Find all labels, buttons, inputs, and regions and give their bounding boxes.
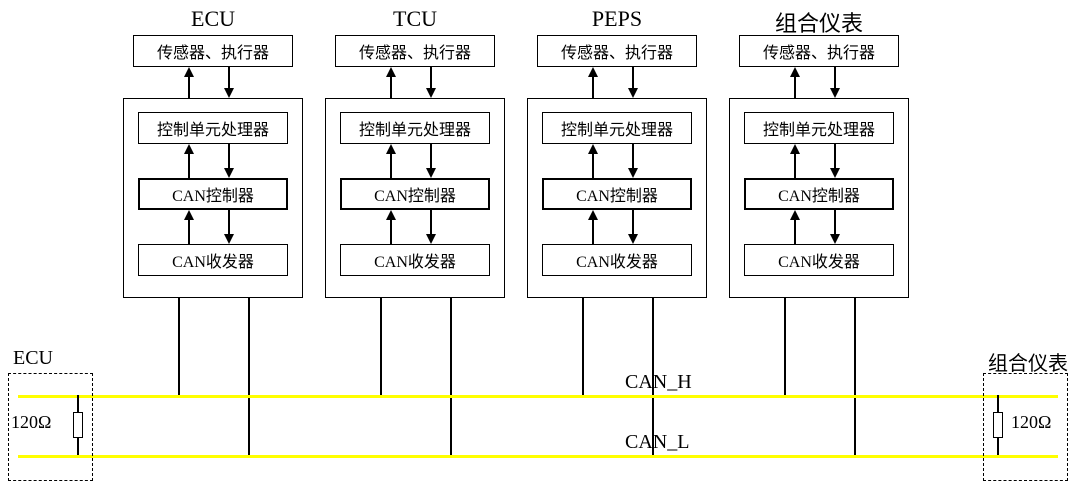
arrow-head-up-icon	[790, 210, 800, 220]
drop-line-h-peps	[582, 298, 584, 397]
arrow-line	[834, 210, 836, 236]
arrow-line	[188, 152, 190, 178]
resistor-value-left: 120Ω	[11, 412, 51, 433]
node-title-tcu: TCU	[335, 6, 495, 32]
arrow-head-up-icon	[184, 144, 194, 154]
arrow-head-up-icon	[386, 210, 396, 220]
arrow-line	[390, 218, 392, 244]
drop-line-l-cluster	[854, 298, 856, 457]
node-title-cluster: 组合仪表	[739, 6, 899, 38]
arrow-line	[390, 152, 392, 178]
drop-line-h-cluster	[784, 298, 786, 397]
arrow-line	[834, 144, 836, 170]
arrow-head-down-icon	[426, 168, 436, 178]
arrow-head-up-icon	[588, 144, 598, 154]
terminator-label-left: ECU	[13, 347, 53, 370]
transceiver-box-tcu: CAN收发器	[340, 244, 490, 276]
can-h-label: CAN_H	[625, 371, 692, 394]
arrow-line	[794, 218, 796, 244]
can-bus-diagram: ECU传感器、执行器控制单元处理器CAN控制器CAN收发器TCU传感器、执行器控…	[0, 0, 1077, 500]
arrow-head-up-icon	[386, 144, 396, 154]
arrow-line	[430, 210, 432, 236]
arrow-head-up-icon	[184, 67, 194, 77]
arrow-line	[430, 144, 432, 170]
arrow-line	[592, 218, 594, 244]
terminator-label-right: 组合仪表	[988, 347, 1068, 376]
arrow-head-up-icon	[790, 144, 800, 154]
can-h-bus	[18, 395, 1058, 398]
processor-box-peps: 控制单元处理器	[542, 112, 692, 144]
arrow-line	[794, 75, 796, 98]
arrow-head-down-icon	[628, 234, 638, 244]
arrow-line	[228, 144, 230, 170]
arrow-line	[228, 67, 230, 90]
arrow-head-down-icon	[426, 88, 436, 98]
drop-line-l-ecu	[248, 298, 250, 457]
controller-box-peps: CAN控制器	[542, 178, 692, 210]
transceiver-box-peps: CAN收发器	[542, 244, 692, 276]
drop-line-h-tcu	[380, 298, 382, 397]
arrow-line	[228, 210, 230, 236]
resistor-value-right: 120Ω	[1011, 412, 1051, 433]
transceiver-box-ecu: CAN收发器	[138, 244, 288, 276]
arrow-head-up-icon	[588, 67, 598, 77]
sensor-box-peps: 传感器、执行器	[537, 35, 697, 67]
controller-box-cluster: CAN控制器	[744, 178, 894, 210]
arrow-line	[430, 67, 432, 90]
sensor-box-cluster: 传感器、执行器	[739, 35, 899, 67]
can-l-label: CAN_L	[625, 431, 689, 454]
arrow-head-up-icon	[588, 210, 598, 220]
arrow-line	[794, 152, 796, 178]
processor-box-tcu: 控制单元处理器	[340, 112, 490, 144]
arrow-head-down-icon	[830, 88, 840, 98]
arrow-line	[592, 75, 594, 98]
controller-box-tcu: CAN控制器	[340, 178, 490, 210]
transceiver-box-cluster: CAN收发器	[744, 244, 894, 276]
arrow-line	[592, 152, 594, 178]
arrow-head-down-icon	[830, 234, 840, 244]
arrow-head-down-icon	[224, 88, 234, 98]
arrow-line	[188, 218, 190, 244]
arrow-line	[632, 144, 634, 170]
arrow-head-down-icon	[628, 168, 638, 178]
arrow-head-up-icon	[386, 67, 396, 77]
sensor-box-ecu: 传感器、执行器	[133, 35, 293, 67]
arrow-line	[632, 67, 634, 90]
arrow-head-up-icon	[184, 210, 194, 220]
processor-box-cluster: 控制单元处理器	[744, 112, 894, 144]
arrow-head-up-icon	[790, 67, 800, 77]
arrow-head-down-icon	[830, 168, 840, 178]
arrow-head-down-icon	[224, 234, 234, 244]
node-title-ecu: ECU	[133, 6, 293, 32]
resistor-symbol-left	[73, 412, 83, 438]
node-title-peps: PEPS	[537, 6, 697, 32]
arrow-line	[632, 210, 634, 236]
arrow-head-down-icon	[426, 234, 436, 244]
sensor-box-tcu: 传感器、执行器	[335, 35, 495, 67]
drop-line-l-tcu	[450, 298, 452, 457]
arrow-head-down-icon	[224, 168, 234, 178]
can-l-bus	[18, 455, 1058, 458]
resistor-symbol-right	[993, 412, 1003, 438]
arrow-line	[390, 75, 392, 98]
arrow-line	[188, 75, 190, 98]
arrow-line	[834, 67, 836, 90]
drop-line-h-ecu	[178, 298, 180, 397]
processor-box-ecu: 控制单元处理器	[138, 112, 288, 144]
controller-box-ecu: CAN控制器	[138, 178, 288, 210]
arrow-head-down-icon	[628, 88, 638, 98]
